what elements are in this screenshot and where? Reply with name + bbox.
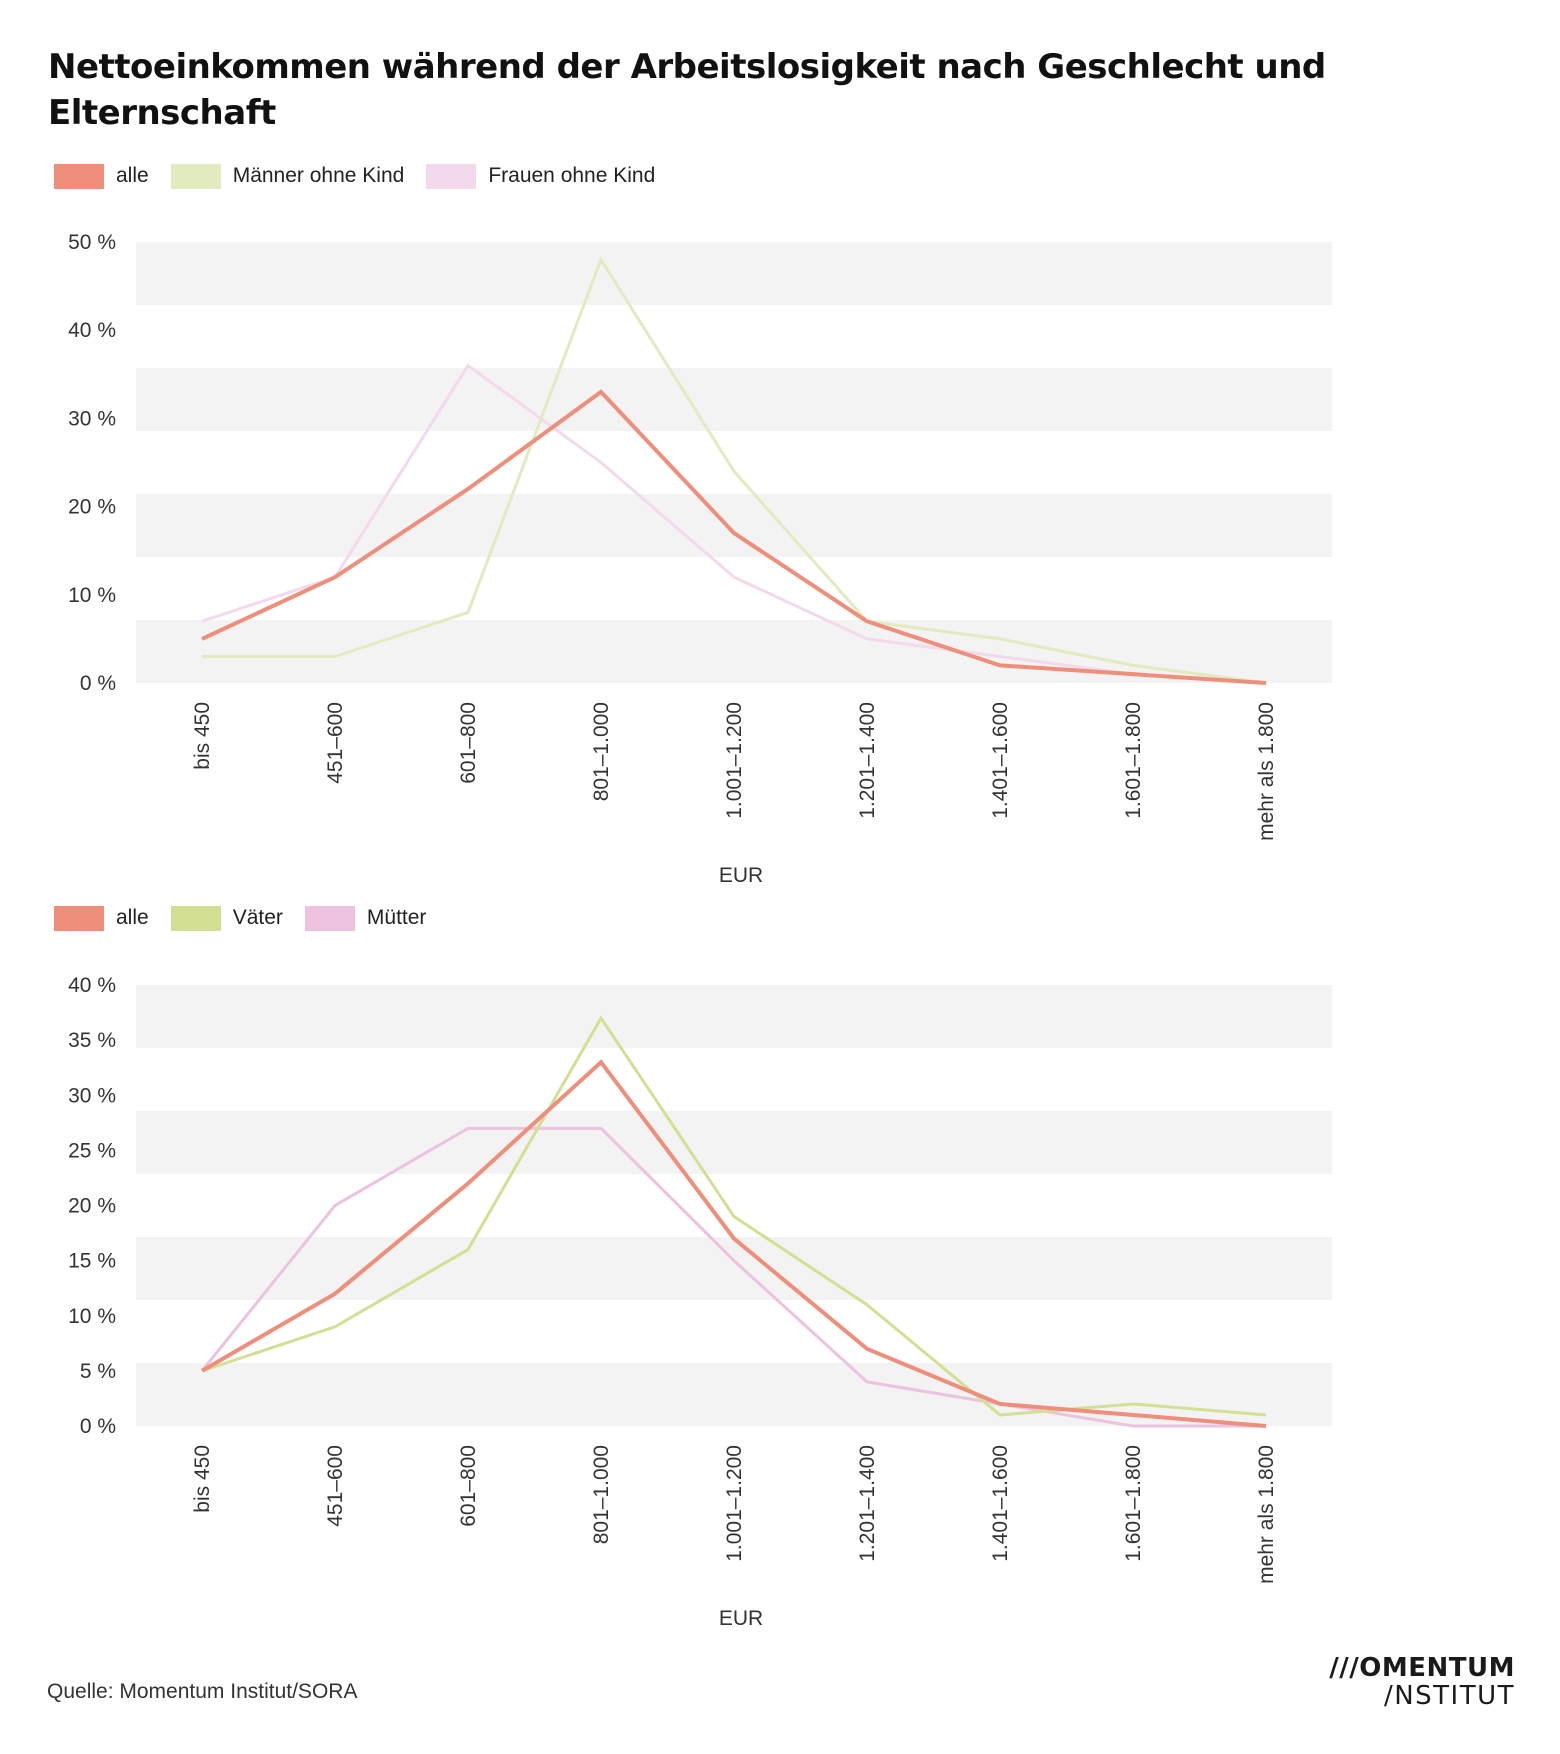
x-axis: bis 450 451–600 601–800 801–1.000 1.001–1.20… [191, 1445, 1278, 1584]
line-chart-1: 0 % 10 % 20 % 30 % 40 % 50 % bis 450 451–600 601… [68, 231, 1332, 887]
y-tick-label: 30 % [68, 1084, 116, 1107]
y-tick-label: 30 % [68, 407, 116, 430]
x-tick-label: 601–800 [457, 702, 480, 784]
legend-swatch [170, 905, 221, 931]
logo-line-2: /NSTITUT [1383, 1681, 1515, 1711]
legend-swatch [426, 163, 477, 189]
legend-item: Männer ohne Kind [170, 163, 405, 189]
logo-line-1: ///OMENTUM [1329, 1653, 1515, 1683]
series-group [201, 256, 1267, 685]
legend-item: Mütter [304, 905, 427, 931]
series-group [200, 1015, 1267, 1428]
x-axis-title: EUR [719, 1607, 763, 1630]
legend-label: alle [116, 906, 149, 929]
x-tick-label: 1.601–1.800 [1122, 1445, 1145, 1562]
y-tick-label: 20 % [68, 1195, 116, 1218]
grid-band [136, 1237, 1332, 1300]
x-tick-label: 601–800 [457, 1445, 480, 1527]
x-tick-label: bis 450 [191, 1445, 214, 1513]
grid-band [136, 1111, 1332, 1174]
y-tick-label: 10 % [68, 1305, 116, 1328]
grid-band [136, 368, 1332, 431]
chart-title: Nettoeinkommen während der Arbeitslosigk… [48, 47, 1326, 133]
legend-swatch [170, 163, 221, 189]
x-tick-label: 1.001–1.200 [723, 702, 746, 819]
x-tick-label: 451–600 [324, 1445, 347, 1527]
y-tick-label: 10 % [68, 584, 116, 607]
y-axis: 0 % 5 % 10 % 15 % 20 % 25 % 30 % 35 % 40 % [68, 974, 116, 1438]
x-tick-label: 1.001–1.200 [723, 1445, 746, 1562]
x-tick-label: 1.201–1.400 [856, 702, 879, 819]
y-tick-label: 15 % [68, 1250, 116, 1273]
grid-band [136, 242, 1332, 305]
y-tick-label: 40 % [68, 974, 116, 997]
x-axis-title: EUR [719, 864, 763, 887]
x-tick-label: 1.401–1.600 [989, 702, 1012, 819]
legend-label: Frauen ohne Kind [488, 164, 656, 187]
legend-label: Männer ohne Kind [232, 164, 405, 187]
legend-label: Mütter [366, 906, 427, 929]
y-tick-label: 0 % [80, 1415, 116, 1438]
line-chart-2: 0 % 5 % 10 % 15 % 20 % 25 % 30 % 35 % 40 % bis 45… [68, 974, 1332, 1630]
legend-swatch [54, 905, 104, 931]
legend-label: Väter [232, 906, 283, 929]
grid-bands [136, 985, 1332, 1426]
x-tick-label: 801–1.000 [590, 1445, 613, 1544]
x-tick-label: 1.201–1.400 [856, 1445, 879, 1562]
x-tick-label: 801–1.000 [590, 702, 613, 801]
y-tick-label: 35 % [68, 1029, 116, 1052]
legend-item: Väter [170, 905, 283, 931]
grid-band [136, 985, 1332, 1048]
x-tick-label: mehr als 1.800 [1255, 1445, 1278, 1584]
legend-label: alle [116, 164, 149, 187]
y-tick-label: 0 % [80, 672, 116, 695]
x-tick-label: 451–600 [324, 702, 347, 784]
y-tick-label: 5 % [80, 1360, 116, 1383]
source-note: Quelle: Momentum Institut/SORA [47, 1680, 358, 1703]
y-tick-label: 50 % [68, 231, 116, 254]
legend-chart-1: alle Männer ohne Kind Frauen ohne Kind [54, 163, 677, 189]
x-tick-label: 1.601–1.800 [1122, 702, 1145, 819]
x-tick-label: 1.401–1.600 [989, 1445, 1012, 1562]
legend-swatch [304, 905, 355, 931]
grid-bands [136, 242, 1332, 683]
y-tick-label: 40 % [68, 319, 116, 342]
legend-item: alle [54, 905, 149, 931]
y-axis: 0 % 10 % 20 % 30 % 40 % 50 % [68, 231, 116, 695]
legend-item: Frauen ohne Kind [426, 163, 656, 189]
legend-item: alle [54, 163, 149, 189]
x-tick-label: mehr als 1.800 [1255, 702, 1278, 841]
grid-band [136, 494, 1332, 557]
y-tick-label: 20 % [68, 496, 116, 519]
legend-swatch [54, 163, 104, 189]
momentum-institut-logo: ///OMENTUM /NSTITUT [1300, 1654, 1515, 1710]
legend-chart-2: alle Väter Mütter [54, 905, 448, 931]
y-tick-label: 25 % [68, 1139, 116, 1162]
x-tick-label: bis 450 [191, 702, 214, 770]
x-axis: bis 450 451–600 601–800 801–1.000 1.001–1.20… [191, 702, 1278, 841]
